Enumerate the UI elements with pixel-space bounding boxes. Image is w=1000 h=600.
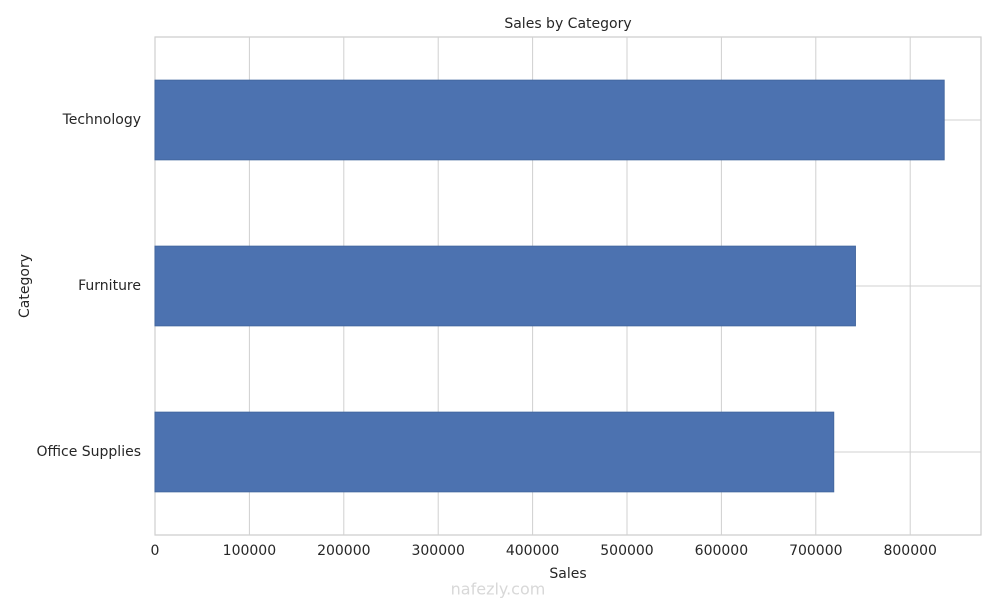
x-tick-label: 0 [151, 543, 160, 559]
x-tick-label: 500000 [600, 543, 653, 559]
x-axis-label: Sales [549, 566, 586, 582]
y-axis-label: Category [17, 254, 33, 318]
x-tick-label: 100000 [223, 543, 276, 559]
y-tick-label: Technology [62, 112, 141, 128]
bar [154, 245, 856, 327]
x-tick-label: 400000 [506, 543, 559, 559]
watermark: nafezly.com [451, 580, 546, 599]
chart-title: Sales by Category [504, 16, 631, 32]
x-tick-label: 600000 [695, 543, 748, 559]
x-tick-label: 200000 [317, 543, 370, 559]
x-tick-label: 800000 [883, 543, 936, 559]
x-tick-label: 700000 [789, 543, 842, 559]
bar [154, 79, 945, 161]
y-tick-label: Office Supplies [36, 444, 141, 460]
x-tick-label: 300000 [411, 543, 464, 559]
bar [154, 411, 835, 493]
y-tick-label: Furniture [78, 278, 141, 294]
